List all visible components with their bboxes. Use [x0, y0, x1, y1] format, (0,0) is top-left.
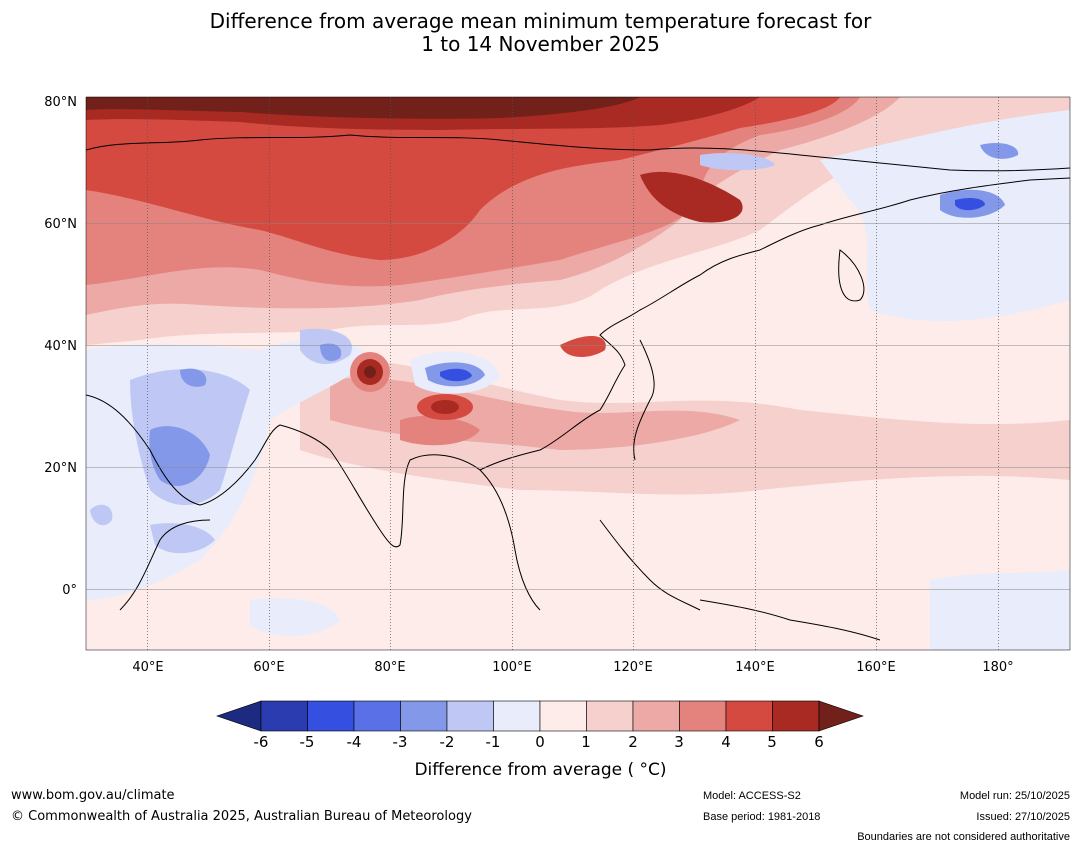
colorbar-tick: -3	[392, 733, 408, 751]
coastline	[633, 339, 655, 461]
cool-anomaly-region	[700, 153, 775, 171]
warm-anomaly-region	[86, 97, 640, 119]
lon-label-100e: 100°E	[492, 660, 532, 675]
warm-anomaly-region	[400, 415, 480, 446]
colorbar-segment	[493, 700, 541, 732]
warm-hotspot	[431, 400, 459, 414]
model-name: Model: ACCESS-S2	[703, 790, 801, 802]
colorbar-tick: 2	[628, 733, 638, 751]
cool-anomaly-region	[180, 368, 207, 387]
lat-label-0: 0°	[62, 583, 77, 598]
colorbar-segment	[679, 700, 727, 732]
lon-label-180: 180°	[982, 660, 1014, 675]
colorbar-tick: -5	[299, 733, 315, 751]
map-frame	[85, 96, 1071, 651]
lon-label-60e: 60°E	[253, 660, 285, 675]
cool-anomaly-region	[250, 598, 340, 636]
lon-label-80e: 80°E	[374, 660, 406, 675]
map-title-line-1: Difference from average mean minimum tem…	[209, 9, 872, 33]
lon-label-140e: 140°E	[735, 660, 775, 675]
colorbar-segment	[400, 700, 448, 732]
colorbar-segment	[725, 700, 773, 732]
copyright-notice: © Commonwealth of Australia 2025, Austra…	[11, 809, 472, 824]
lon-label-160e: 160°E	[856, 660, 896, 675]
cool-anomaly-region	[150, 523, 215, 554]
colorbar-tick: 1	[581, 733, 591, 751]
cool-anomaly-region	[955, 197, 985, 211]
colorbar-segment	[772, 700, 820, 732]
colorbar-tick: -2	[439, 733, 455, 751]
colorbar-tick: 0	[535, 733, 545, 751]
lon-label-40e: 40°E	[132, 660, 164, 675]
colorbar-tick: -4	[346, 733, 362, 751]
coastline	[838, 249, 865, 302]
coastline	[759, 177, 1070, 251]
cool-anomaly-region	[149, 426, 210, 486]
base-period: Base period: 1981-2018	[703, 811, 821, 823]
cool-anomaly-region	[820, 110, 1070, 321]
coastline	[479, 249, 761, 471]
colorbar-tick: 5	[767, 733, 777, 751]
coastline	[86, 134, 1070, 172]
coastlines	[86, 134, 1070, 641]
coastline	[599, 519, 701, 611]
latitude-gridlines	[86, 223, 1070, 590]
lon-label-120e: 120°E	[613, 660, 653, 675]
cool-anomaly-region	[930, 570, 1070, 650]
cool-anomaly-region	[980, 143, 1019, 159]
colorbar-label: Difference from average ( °C)	[414, 760, 667, 780]
lat-label-80n: 80°N	[44, 95, 77, 110]
colorbar-tick: 6	[814, 733, 824, 751]
coastline	[699, 599, 881, 641]
model-run-date: Model run: 25/10/2025	[959, 790, 1070, 802]
cool-anomaly-region	[440, 368, 472, 382]
longitude-gridlines	[147, 97, 999, 650]
colorbar-segment	[260, 700, 308, 732]
colorbar-segments	[216, 700, 864, 732]
colorbar-segment	[539, 700, 587, 732]
coastline	[119, 519, 211, 611]
map-title-line-2: 1 to 14 November 2025	[421, 32, 660, 56]
anomaly-contours	[86, 97, 1070, 650]
colorbar-segment	[446, 700, 494, 732]
colorbar-segment	[632, 700, 680, 732]
warm-anomaly-region	[640, 171, 743, 223]
cool-anomaly-region	[320, 343, 342, 362]
colorbar-tick: 4	[721, 733, 731, 751]
lat-label-60n: 60°N	[44, 217, 77, 232]
colorbar-segment	[586, 700, 634, 732]
boundaries-disclaimer: Boundaries are not considered authoritat…	[857, 831, 1070, 843]
colorbar-segment	[307, 700, 355, 732]
cool-anomaly-region	[90, 504, 113, 526]
colorbar-segment	[353, 700, 401, 732]
colorbar-tick: -6	[253, 733, 269, 751]
warm-hotspot	[364, 366, 376, 378]
colorbar-tick: -1	[485, 733, 501, 751]
warm-anomaly-region	[560, 335, 606, 357]
coastline	[86, 394, 541, 611]
colorbar-extend-high	[818, 700, 864, 732]
anomaly-map	[85, 96, 1071, 651]
colorbar-extend-low	[216, 700, 262, 732]
website-link[interactable]: www.bom.gov.au/climate	[11, 788, 175, 803]
lat-label-40n: 40°N	[44, 339, 77, 354]
issued-date: Issued: 27/10/2025	[976, 811, 1070, 823]
lat-label-20n: 20°N	[44, 461, 77, 476]
colorbar-tick: 3	[674, 733, 684, 751]
